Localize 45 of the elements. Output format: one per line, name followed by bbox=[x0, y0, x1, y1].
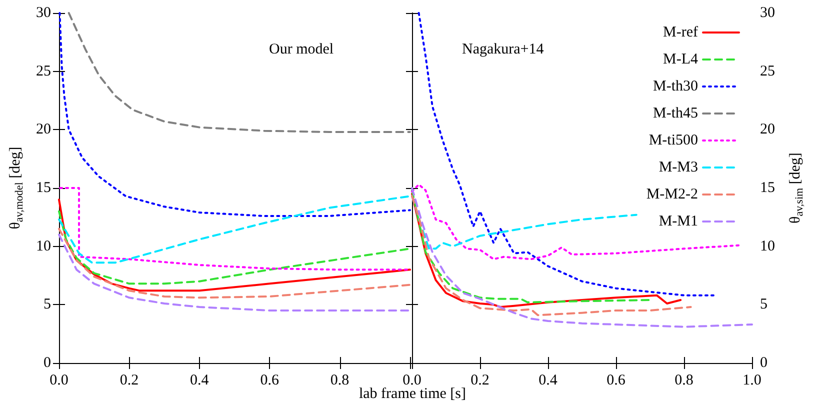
legend-label: M-M2-2 bbox=[646, 186, 698, 202]
y2-tick-label: 5 bbox=[760, 296, 768, 313]
x-tick-label: 0.4 bbox=[538, 372, 558, 388]
x-tick-label: 0.2 bbox=[120, 372, 139, 388]
y-tick-label: 25 bbox=[36, 63, 51, 80]
y2-tick-label: 10 bbox=[760, 238, 775, 254]
y2-tick-label: 0 bbox=[760, 355, 768, 371]
line-series bbox=[58, 234, 411, 312]
y-tick-label: 30 bbox=[36, 5, 51, 21]
x-tick-label: 0.6 bbox=[260, 372, 280, 388]
line-series bbox=[58, 228, 411, 299]
y2-tick-label: 15 bbox=[760, 180, 775, 196]
legend-label: M-ref bbox=[663, 24, 698, 40]
y2-tick-label: 25 bbox=[760, 63, 775, 80]
legend-label: M-ti500 bbox=[648, 132, 698, 148]
line-series bbox=[68, 12, 411, 133]
legend-label: M-L4 bbox=[663, 52, 698, 68]
y2-tick-label: 20 bbox=[760, 122, 775, 138]
line-series bbox=[58, 198, 411, 292]
y-tick-label: 10 bbox=[36, 238, 51, 254]
x-tick-label: 0.4 bbox=[190, 372, 210, 388]
annotation: Our model bbox=[269, 42, 334, 58]
legend-label: M-th30 bbox=[653, 78, 698, 94]
x-tick-label: 0.8 bbox=[674, 372, 694, 388]
x-tick-label: 0.2 bbox=[470, 372, 490, 388]
y2-tick-label: 30 bbox=[760, 5, 775, 21]
x-tick-label: 0.6 bbox=[606, 372, 626, 388]
x-tick-label: 1.0 bbox=[742, 372, 762, 388]
y-axis-title: θav,model [deg] bbox=[8, 146, 26, 230]
y-tick-label: 5 bbox=[44, 296, 51, 313]
legend-label: M-M1 bbox=[658, 214, 698, 230]
x-axis-title: lab frame time [s] bbox=[358, 386, 466, 402]
y2-axis-title: θav,sim [deg] bbox=[788, 152, 806, 224]
line-series bbox=[58, 12, 411, 217]
x-tick-label: 0.8 bbox=[330, 372, 350, 388]
line-series bbox=[58, 210, 411, 285]
line-series bbox=[418, 12, 716, 296]
x-tick-label: 0.0 bbox=[402, 372, 422, 388]
annotation: Nagakura+14 bbox=[462, 42, 544, 58]
y-tick-label: 0 bbox=[44, 355, 51, 371]
legend-label: M-M3 bbox=[658, 160, 698, 176]
x-tick-label: 0.0 bbox=[50, 372, 68, 388]
legend-label: M-th45 bbox=[653, 106, 698, 122]
y-tick-label: 20 bbox=[36, 122, 51, 138]
y-tick-label: 15 bbox=[36, 180, 51, 196]
